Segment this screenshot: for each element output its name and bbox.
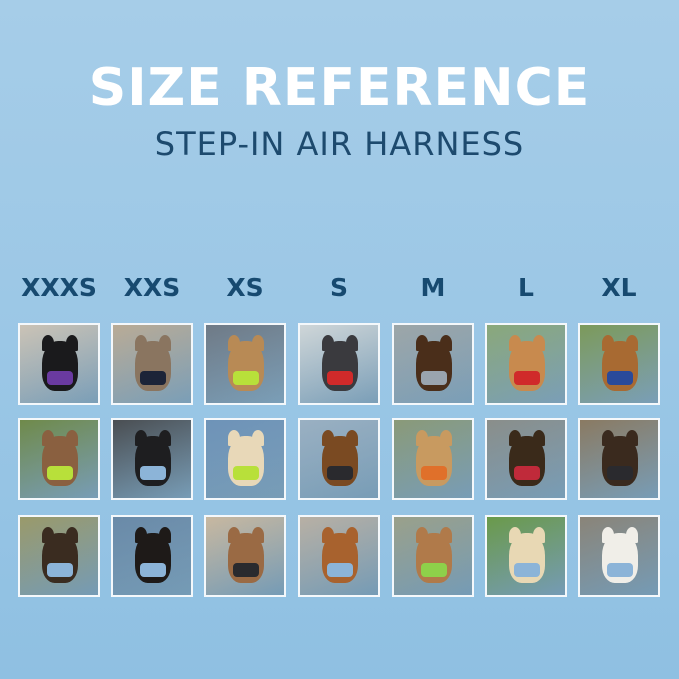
pet-photo-xs-2: [204, 418, 286, 500]
harness: [47, 466, 73, 480]
pet-photo-l-1: [485, 323, 567, 405]
harness: [327, 371, 353, 385]
pet-photo-xxs-3: [111, 515, 193, 597]
harness: [421, 466, 447, 480]
harness: [140, 466, 166, 480]
pet-photo-xxxs-3: [18, 515, 100, 597]
subtitle: STEP-IN AIR HARNESS: [154, 125, 525, 163]
harness: [327, 563, 353, 577]
pet-photo-xxs-2: [111, 418, 193, 500]
pet-photo-s-3: [298, 515, 380, 597]
size-label-xs: XS: [226, 273, 264, 302]
harness: [607, 466, 633, 480]
pet-photo-xxs-1: [111, 323, 193, 405]
harness: [327, 466, 353, 480]
harness: [140, 563, 166, 577]
harness: [607, 371, 633, 385]
pet-photo-m-3: [392, 515, 474, 597]
harness: [421, 371, 447, 385]
harness: [233, 563, 259, 577]
pet-photo-m-1: [392, 323, 474, 405]
harness: [607, 563, 633, 577]
pet-photo-s-2: [298, 418, 380, 500]
harness: [140, 371, 166, 385]
pet-photo-xxxs-1: [18, 323, 100, 405]
pet-photo-xl-3: [578, 515, 660, 597]
pet-photo-m-2: [392, 418, 474, 500]
pet-photo-xxxs-2: [18, 418, 100, 500]
size-label-s: S: [329, 273, 348, 302]
pet-photo-l-3: [485, 515, 567, 597]
pet-photo-xs-3: [204, 515, 286, 597]
size-label-xxs: XXS: [123, 273, 181, 302]
harness: [47, 563, 73, 577]
harness: [514, 466, 540, 480]
harness: [233, 371, 259, 385]
size-label-xl: XL: [601, 273, 637, 302]
size-label-m: M: [420, 273, 446, 302]
pet-photo-xl-2: [578, 418, 660, 500]
pet-photo-l-2: [485, 418, 567, 500]
title: SIZE REFERENCE: [88, 58, 591, 118]
harness: [47, 371, 73, 385]
harness: [233, 466, 259, 480]
harness: [514, 371, 540, 385]
pet-photo-s-1: [298, 323, 380, 405]
harness: [514, 563, 540, 577]
pet-photo-xl-1: [578, 323, 660, 405]
harness: [421, 563, 447, 577]
pet-photo-xs-1: [204, 323, 286, 405]
size-label-l: L: [518, 273, 534, 302]
size-label-xxxs: XXXS: [21, 273, 97, 302]
